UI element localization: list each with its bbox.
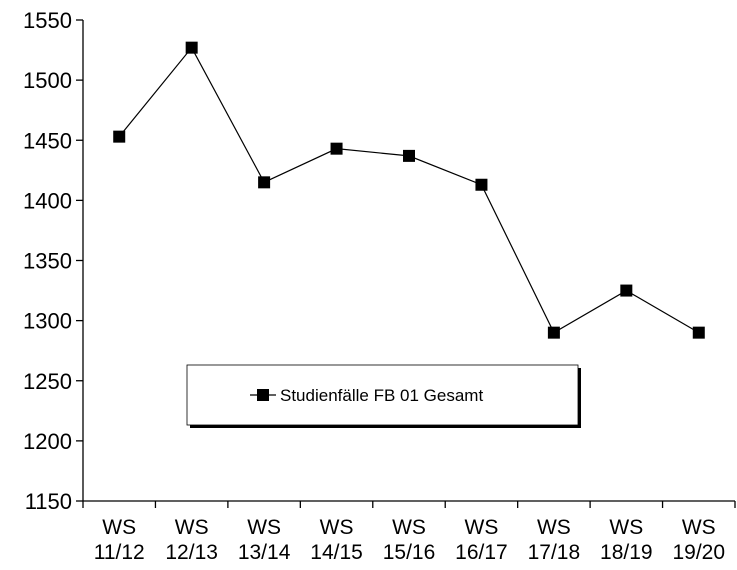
- legend-marker-sample: [257, 389, 269, 401]
- data-point: [185, 41, 198, 54]
- y-tick-label: 1500: [23, 68, 72, 93]
- y-axis: 1150 1200 1250 1300 1350 1400 1450 1500 1550: [23, 8, 84, 514]
- data-point: [403, 149, 415, 162]
- y-tick-label: 1400: [23, 188, 72, 213]
- data-point: [547, 326, 560, 339]
- data-point: [692, 326, 705, 339]
- x-tick-label: WS 16/17: [455, 516, 508, 564]
- x-tick-label: WS 19/20: [672, 516, 725, 564]
- x-tick-label: WS 15/16: [383, 516, 436, 564]
- data-point: [330, 142, 343, 155]
- y-tick-label: 1350: [23, 249, 72, 274]
- y-tick-label: 1200: [23, 429, 72, 454]
- series-line: [118, 46, 700, 334]
- series-layer: [113, 41, 705, 339]
- x-tick-label: WS 11/12: [94, 516, 145, 564]
- x-axis: WS 11/12 WS 12/13 WS 13/14 WS 14/15 WS 15/16 WS 16/…: [82, 500, 736, 564]
- data-point: [475, 178, 488, 191]
- legend-label: Studienfälle FB 01 Gesamt: [280, 386, 483, 405]
- y-tick-label: 1150: [25, 489, 72, 514]
- y-tick-label: 1450: [23, 128, 72, 153]
- x-tick-label: WS 18/19: [600, 516, 653, 564]
- data-point: [258, 176, 271, 189]
- x-tick-label: WS 12/13: [165, 516, 218, 564]
- y-tick-label: 1300: [23, 309, 72, 334]
- y-tick-label: 1250: [23, 369, 72, 394]
- x-tick-label: WS 17/18: [528, 516, 581, 564]
- y-tick-label: 1550: [23, 8, 72, 33]
- legend: Studienfälle FB 01 Gesamt: [186, 364, 581, 428]
- x-tick-label: WS 13/14: [238, 516, 291, 564]
- x-tick-label: WS 14/15: [310, 516, 363, 564]
- data-point: [113, 130, 126, 143]
- data-point: [620, 284, 633, 297]
